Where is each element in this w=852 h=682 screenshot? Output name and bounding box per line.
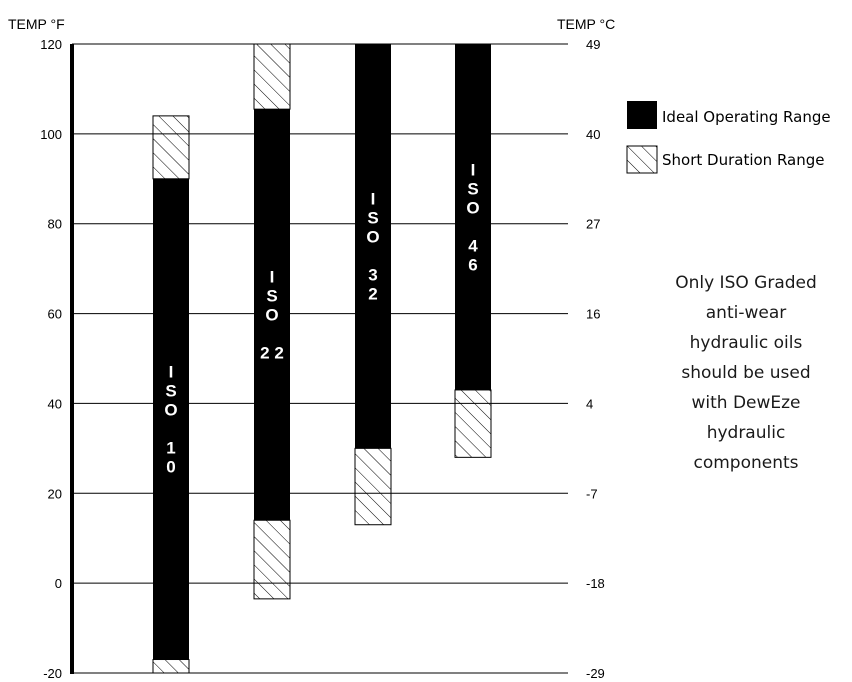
bar-label: 2 [368, 285, 377, 304]
ideal-operating-bar [355, 44, 391, 449]
bar-label: S [367, 209, 378, 228]
ideal-operating-bar [254, 109, 290, 521]
short-duration-bar-low [454, 389, 492, 458]
note-line: hydraulic [706, 423, 786, 443]
bar-label: 6 [468, 255, 477, 274]
left-tick-label: -20 [43, 666, 62, 681]
legend-short-label: Short Duration Range [662, 151, 824, 169]
right-tick-label: 4 [586, 396, 593, 411]
short-duration-bar-high [253, 43, 291, 110]
bar-label: 1 [166, 439, 175, 458]
note-line: components [693, 453, 799, 473]
bar-label: O [265, 306, 278, 325]
bar-label: 0 [166, 458, 175, 477]
legend-ideal-swatch [627, 101, 657, 129]
left-tick-label: 20 [48, 486, 62, 501]
short-duration-bar-low [152, 659, 190, 674]
right-tick-label: 40 [586, 127, 600, 142]
bar-label: O [164, 401, 177, 420]
right-tick-label: 27 [586, 217, 600, 232]
short-duration-bar-low [354, 447, 392, 526]
short-duration-bar-high [152, 115, 190, 180]
bar-label: I [471, 160, 476, 179]
left-tick-label: 0 [55, 576, 62, 591]
bar-label: I [270, 268, 275, 287]
note-line: with DewEze [691, 393, 801, 413]
bar-label: 4 [468, 236, 478, 255]
legend: Ideal Operating Range Short Duration Ran… [626, 101, 831, 174]
left-axis-label: TEMP °F [8, 16, 65, 32]
bar-label: 2 2 [260, 344, 284, 363]
bar-label: S [467, 179, 478, 198]
note-line: hydraulic oils [689, 333, 803, 353]
note-line: should be used [681, 363, 811, 383]
left-tick-label: 60 [48, 307, 62, 322]
left-tick-label: 100 [40, 127, 62, 142]
bar-label: I [169, 363, 174, 382]
right-axis-label: TEMP °C [557, 16, 615, 32]
short-duration-bar-low [253, 519, 291, 600]
legend-short-swatch [626, 145, 658, 174]
left-tick-label: 40 [48, 396, 62, 411]
note-line: Only ISO Graded [675, 273, 817, 293]
note-line: anti-wear [705, 303, 787, 323]
bar-label: I [371, 190, 376, 209]
right-tick-label: 49 [586, 37, 600, 52]
ideal-operating-bar [153, 178, 189, 660]
left-tick-label: 80 [48, 217, 62, 232]
bar-label: 3 [368, 266, 377, 285]
bar-label: S [266, 287, 277, 306]
right-tick-label: -7 [586, 486, 598, 501]
bar-label: O [466, 198, 479, 217]
left-tick-label: 120 [40, 37, 62, 52]
right-tick-label: -18 [586, 576, 605, 591]
ideal-operating-bar [455, 44, 491, 390]
right-tick-label: 16 [586, 307, 600, 322]
usage-note: Only ISO Graded anti-wear hydraulic oils… [640, 268, 852, 478]
bar-label: O [366, 228, 379, 247]
right-tick-label: -29 [586, 666, 605, 681]
bar-label: S [165, 382, 176, 401]
legend-ideal-label: Ideal Operating Range [662, 108, 831, 126]
